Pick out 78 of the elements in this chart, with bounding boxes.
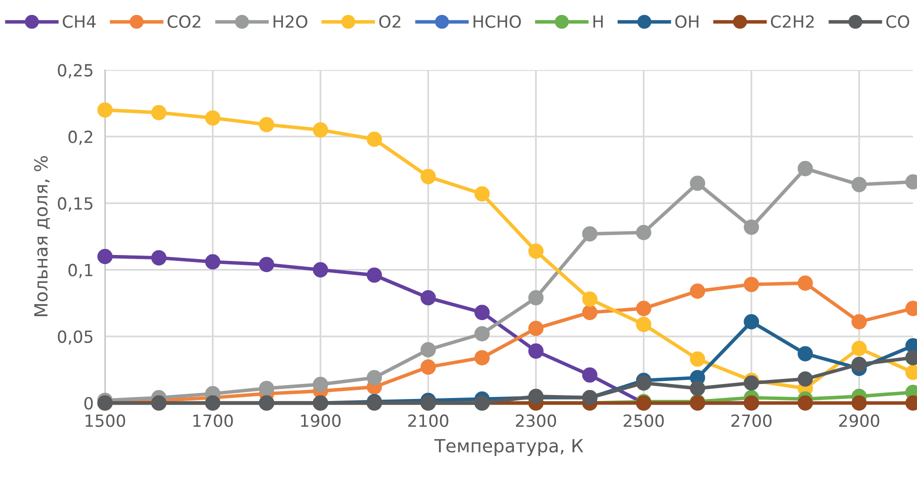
x-tick-label: 2100	[408, 414, 448, 428]
x-tick-label: 2300	[516, 414, 556, 428]
point	[798, 160, 813, 176]
point	[851, 340, 867, 356]
point	[151, 104, 167, 120]
point	[258, 116, 274, 132]
point	[798, 275, 813, 291]
point	[205, 110, 220, 126]
legend-label: HCHO	[474, 15, 521, 28]
point	[690, 351, 706, 367]
legend-label: C2H2	[770, 15, 814, 28]
point	[582, 226, 598, 242]
point	[312, 376, 328, 392]
x-axis-title: Температура, К	[434, 439, 584, 456]
x-tick-label: 1700	[193, 414, 233, 428]
point	[312, 122, 328, 138]
y-tick-label: 0	[84, 396, 93, 410]
point	[798, 371, 813, 387]
y-tick-label: 0,05	[58, 330, 92, 345]
y-tick-label: 0,1	[68, 264, 92, 278]
point	[474, 326, 490, 342]
point	[690, 380, 706, 396]
point	[205, 254, 220, 270]
x-tick-label: 1500	[86, 414, 126, 428]
point	[366, 267, 382, 283]
point	[151, 250, 167, 266]
point	[582, 304, 598, 320]
point	[528, 343, 544, 359]
point	[528, 320, 544, 336]
y-tick-label: 0,25	[58, 64, 92, 78]
point	[744, 276, 760, 292]
point	[744, 220, 760, 235]
point	[636, 300, 652, 316]
x-tick-label: 1900	[301, 414, 341, 428]
point	[744, 314, 760, 330]
point	[636, 316, 652, 332]
point	[744, 375, 760, 391]
point	[528, 290, 544, 306]
point	[636, 224, 652, 240]
point	[582, 367, 598, 383]
point	[258, 256, 274, 272]
point	[851, 395, 867, 411]
point	[97, 248, 113, 264]
legend-label: CH4	[62, 15, 96, 28]
legend-label: OH	[675, 15, 698, 28]
y-tick-label: 0,15	[58, 197, 92, 212]
x-tick-label: 2700	[731, 414, 772, 428]
point	[258, 380, 274, 396]
point	[798, 395, 813, 411]
x-tick-label: 2900	[839, 414, 880, 428]
legend-label: CO2	[168, 15, 200, 28]
point	[851, 176, 867, 192]
legend-label: CO	[886, 15, 910, 28]
x-tick-label: 2500	[624, 414, 664, 428]
point	[474, 304, 490, 320]
point	[366, 132, 382, 147]
point	[851, 314, 867, 330]
point	[420, 290, 436, 306]
point	[474, 186, 490, 202]
point	[97, 102, 113, 118]
point	[312, 262, 328, 278]
point	[582, 291, 598, 307]
point	[420, 168, 436, 184]
point	[798, 346, 813, 362]
point	[420, 359, 436, 375]
y-tick-label: 0,2	[68, 130, 92, 145]
legend-label: O2	[379, 15, 400, 28]
y-axis-title: Мольная доля, %	[34, 156, 50, 316]
point	[636, 375, 652, 391]
legend-label: H	[593, 16, 603, 28]
legend-label: H2O	[274, 15, 308, 28]
point	[366, 370, 382, 386]
point	[420, 342, 436, 358]
point	[851, 356, 867, 372]
point	[528, 244, 544, 259]
point	[690, 176, 706, 191]
point	[690, 283, 706, 299]
point	[474, 350, 490, 366]
